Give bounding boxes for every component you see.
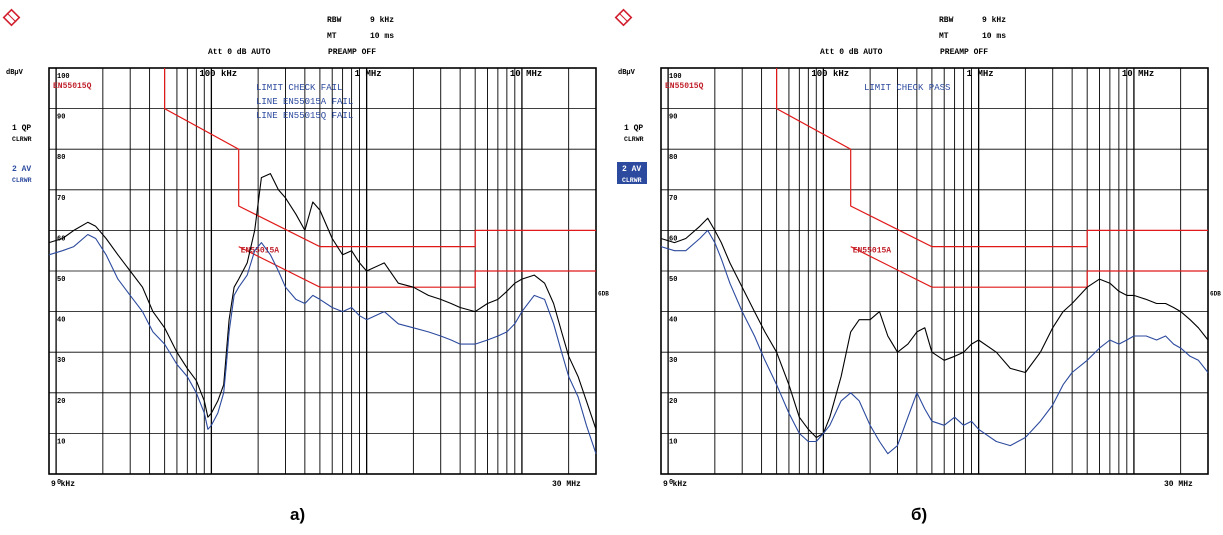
trace-qp-b bbox=[660, 217, 1209, 439]
trace-label-a-1: 2 AV bbox=[12, 165, 31, 174]
logo-slash bbox=[6, 12, 17, 23]
preamp-text-b: PREAMP OFF bbox=[940, 48, 988, 57]
y-tick-label-b: 20 bbox=[669, 398, 677, 406]
trace-label-b-1: 2 AV bbox=[622, 165, 641, 174]
panel-caption-a: а) bbox=[290, 505, 306, 524]
x-tick-label-b: 100 kHz bbox=[811, 69, 849, 79]
limit-line-en55015q-b bbox=[776, 68, 1208, 248]
y-tick-label-a: 0 bbox=[57, 479, 61, 487]
limit-label-a-a: EN55015A bbox=[241, 247, 280, 256]
limit-line-en55015q-a bbox=[164, 68, 596, 248]
x-start-label-a: 9 kHz bbox=[51, 480, 75, 489]
att-text-a: Att 0 dB AUTO bbox=[208, 48, 271, 57]
limit-check-line-b-0: LIMIT CHECK PASS bbox=[864, 83, 950, 93]
limit-label-a-b: EN55015A bbox=[853, 247, 892, 256]
y-unit-label-b: dBµV bbox=[618, 69, 636, 77]
x-tick-label-b: 10 MHz bbox=[1122, 69, 1154, 79]
mt-value-b: 10 ms bbox=[982, 32, 1006, 41]
mt-value-a: 10 ms bbox=[370, 32, 394, 41]
rohde-schwarz-logo-a bbox=[2, 8, 21, 27]
limit-label-q-a: EN55015Q bbox=[53, 82, 92, 91]
x-tick-label-b: 1 MHz bbox=[967, 69, 994, 79]
rohde-schwarz-logo-b bbox=[614, 8, 633, 27]
spectrum-chart-b: RBW 9 kHz MT 10 ms Att 0 dB AUTO PREAMP OFF dB… bbox=[614, 8, 1221, 489]
y-tick-label-b: 50 bbox=[669, 276, 677, 284]
trace-qp-a bbox=[48, 173, 597, 430]
y-tick-label-b: 90 bbox=[669, 114, 677, 122]
spectrum-panel-b: RBW 9 kHz MT 10 ms Att 0 dB AUTO PREAMP OFF dB… bbox=[612, 0, 1223, 531]
trace-mode-b-1: CLRWR bbox=[622, 177, 642, 184]
trace-mode-a-0: CLRWR bbox=[12, 136, 32, 143]
limit-line-en55015a-b bbox=[850, 246, 1208, 288]
mt-label-b: MT bbox=[939, 32, 949, 41]
right-label-a: 6DB bbox=[598, 290, 609, 297]
x-tick-label-a: 10 MHz bbox=[510, 69, 542, 79]
trace-mode-b-0: CLRWR bbox=[624, 136, 644, 143]
y-tick-label-a: 100 bbox=[57, 73, 70, 81]
trace-av-a bbox=[48, 233, 597, 454]
y-tick-label-a: 70 bbox=[57, 195, 65, 203]
limit-check-line-a-0: LIMIT CHECK FAIL bbox=[256, 83, 342, 93]
y-tick-label-a: 10 bbox=[57, 438, 65, 446]
x-stop-label-b: 30 MHz bbox=[1164, 480, 1193, 489]
y-tick-label-b: 80 bbox=[669, 154, 677, 162]
y-tick-label-a: 40 bbox=[57, 317, 65, 325]
y-tick-label-b: 10 bbox=[669, 438, 677, 446]
y-tick-label-b: 40 bbox=[669, 317, 677, 325]
y-tick-label-a: 50 bbox=[57, 276, 65, 284]
att-text-b: Att 0 dB AUTO bbox=[820, 48, 883, 57]
rbw-value-b: 9 kHz bbox=[982, 16, 1006, 25]
rbw-value-a: 9 kHz bbox=[370, 16, 394, 25]
x-stop-label-a: 30 MHz bbox=[552, 480, 581, 489]
x-start-label-b: 9 kHz bbox=[663, 480, 687, 489]
y-tick-label-b: 70 bbox=[669, 195, 677, 203]
y-tick-label-a: 20 bbox=[57, 398, 65, 406]
preamp-text-a: PREAMP OFF bbox=[328, 48, 376, 57]
rbw-label-b: RBW bbox=[939, 16, 954, 25]
limit-label-q-b: EN55015Q bbox=[665, 82, 704, 91]
panel-caption-b: б) bbox=[911, 505, 928, 524]
trace-label-box-b-1 bbox=[617, 162, 647, 184]
y-tick-label-a: 80 bbox=[57, 154, 65, 162]
x-tick-label-a: 1 MHz bbox=[355, 69, 382, 79]
y-tick-label-a: 90 bbox=[57, 114, 65, 122]
trace-label-b-0: 1 QP bbox=[624, 124, 643, 133]
trace-av-b bbox=[660, 229, 1209, 455]
y-tick-label-a: 30 bbox=[57, 357, 65, 365]
limit-check-line-a-2: LINE EN55015Q FAIL bbox=[256, 111, 353, 121]
spectrum-panel-a: RBW 9 kHz MT 10 ms Att 0 dB AUTO PREAMP OFF dB… bbox=[0, 0, 611, 531]
trace-mode-a-1: CLRWR bbox=[12, 177, 32, 184]
x-tick-label-a: 100 kHz bbox=[199, 69, 237, 79]
y-unit-label-a: dBµV bbox=[6, 69, 24, 77]
y-tick-label-b: 60 bbox=[669, 235, 677, 243]
y-tick-label-b: 30 bbox=[669, 357, 677, 365]
trace-label-a-0: 1 QP bbox=[12, 124, 31, 133]
rbw-label-a: RBW bbox=[327, 16, 342, 25]
right-label-b: 6DB bbox=[1210, 290, 1221, 297]
spectrum-chart-a: RBW 9 kHz MT 10 ms Att 0 dB AUTO PREAMP OFF dB… bbox=[2, 8, 609, 489]
logo-slash bbox=[618, 12, 629, 23]
mt-label-a: MT bbox=[327, 32, 337, 41]
y-tick-label-b: 0 bbox=[669, 479, 673, 487]
limit-line-en55015a-a bbox=[238, 246, 596, 288]
limit-check-line-a-1: LINE EN55015A FAIL bbox=[256, 97, 353, 107]
y-tick-label-b: 100 bbox=[669, 73, 682, 81]
